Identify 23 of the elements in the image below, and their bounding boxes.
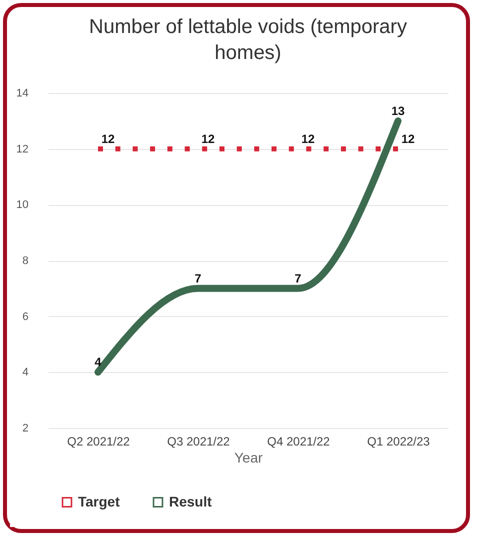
y-tick-label: 4: [22, 366, 28, 379]
data-label: 4: [94, 355, 102, 370]
x-tick-label: Q3 2021/22: [167, 434, 230, 448]
legend-label: Target: [78, 493, 120, 510]
data-label: 12: [401, 132, 415, 146]
x-tick-label: Q2 2021/22: [67, 434, 130, 448]
data-label: 7: [194, 271, 202, 286]
y-tick-label: 8: [22, 255, 28, 267]
data-label: 7: [294, 271, 302, 286]
data-label: 13: [391, 104, 405, 118]
data-label: 12: [101, 132, 115, 146]
x-tick-label: Q1 2022/23: [367, 434, 430, 448]
legend-label: Result: [169, 493, 212, 510]
y-tick-label: 6: [22, 310, 28, 323]
data-label: 12: [301, 132, 315, 146]
x-tick-label: Q4 2021/22: [267, 434, 330, 448]
data-label: 12: [201, 132, 215, 146]
y-tick-label: 10: [16, 199, 28, 212]
x-axis-title: Year: [234, 450, 263, 466]
chart-title: Number of lettable voids (temporary homes): [89, 16, 407, 64]
y-tick-label: 14: [16, 88, 28, 100]
y-tick-label: 12: [16, 143, 28, 156]
y-tick-label: 2: [22, 422, 28, 434]
